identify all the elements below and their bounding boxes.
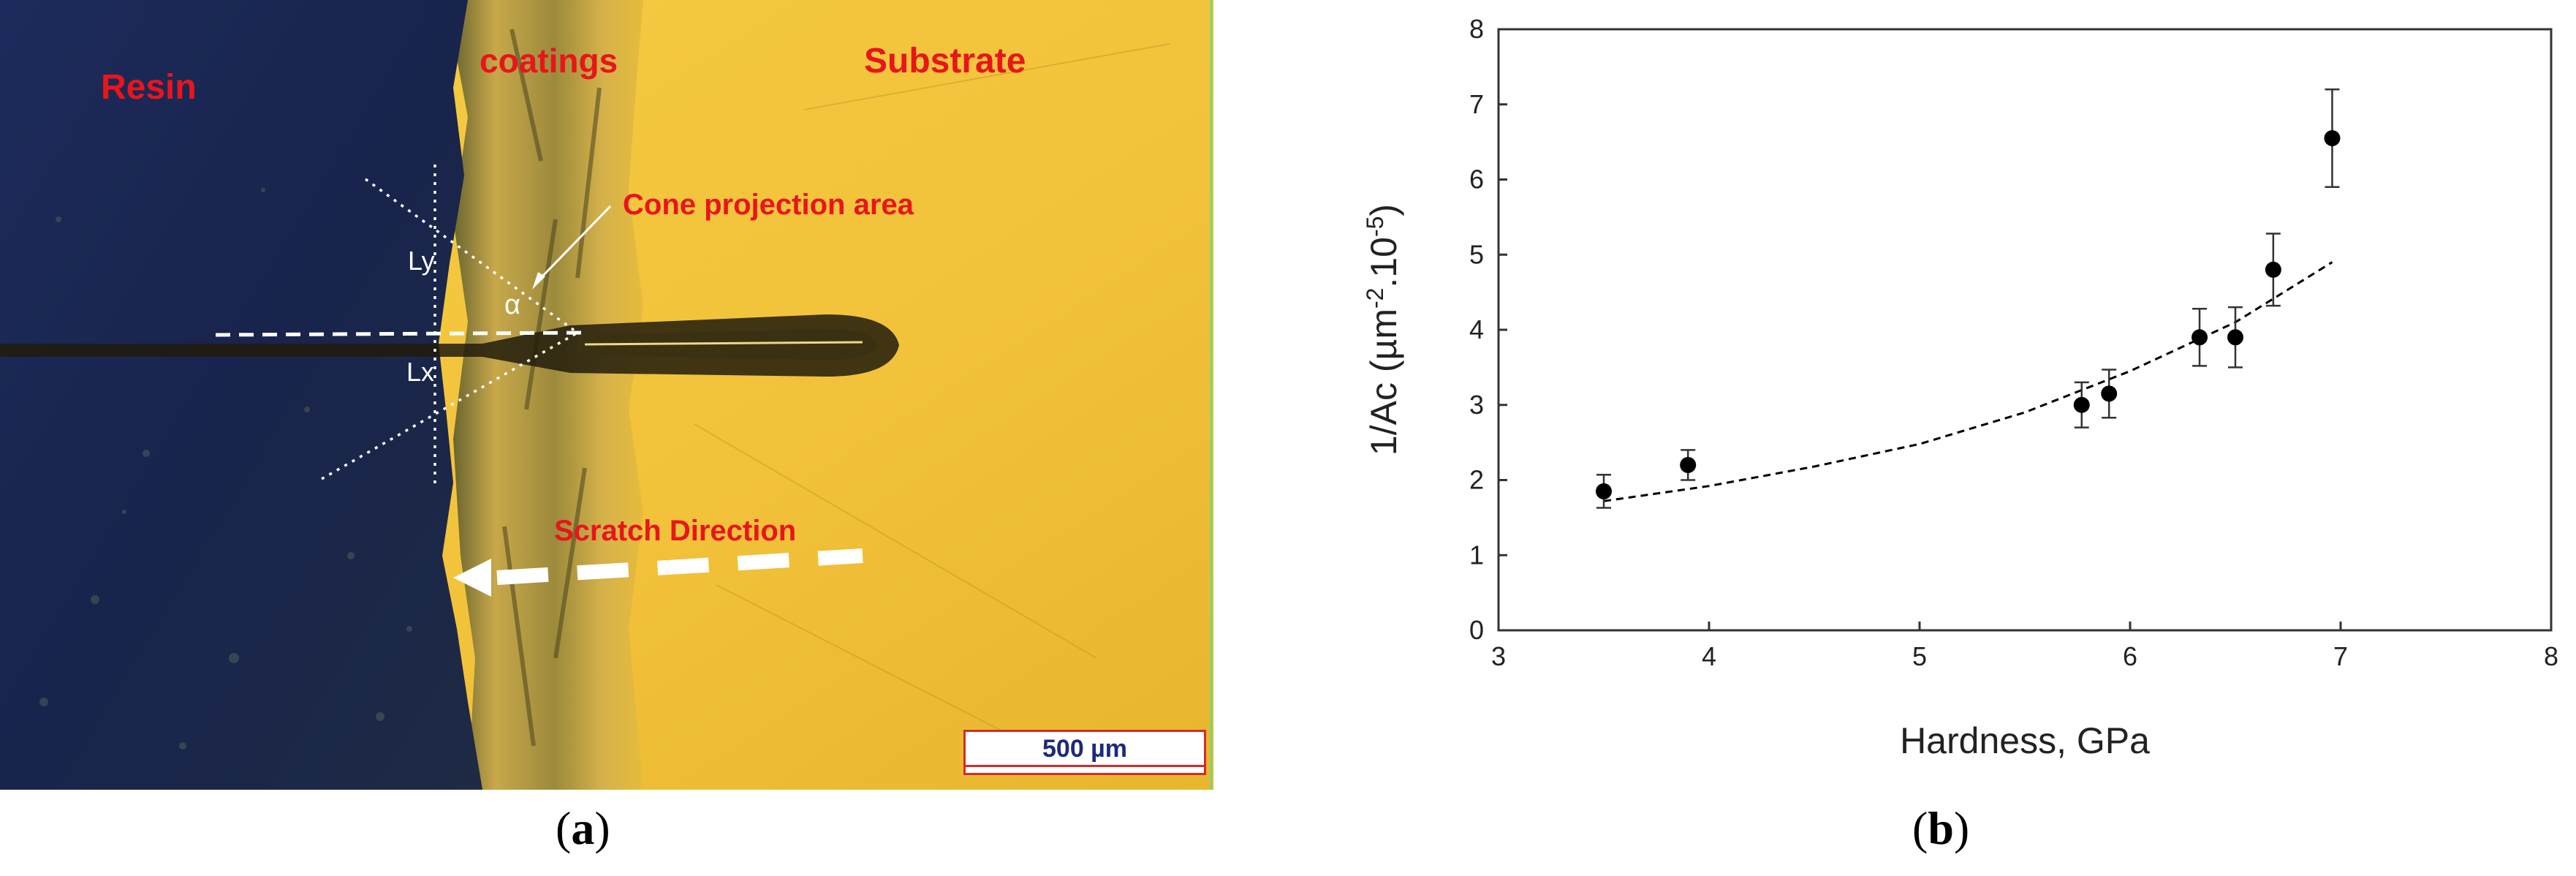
resin-region xyxy=(0,0,482,790)
data-point xyxy=(2265,233,2281,307)
data-point xyxy=(1596,474,1612,509)
y-tick-label: 4 xyxy=(1469,314,1484,344)
x-tick-label: 3 xyxy=(1491,641,1506,671)
data-marker xyxy=(2324,129,2341,146)
coating-layer xyxy=(446,0,643,790)
micrograph-image xyxy=(0,0,1213,790)
y-tick-label: 5 xyxy=(1469,239,1484,269)
chart-axes xyxy=(1497,28,2553,632)
lx-label: Lx xyxy=(406,357,435,387)
scratch-direction-label: Scratch Direction xyxy=(554,515,797,547)
data-marker xyxy=(2192,329,2208,346)
caption-a: (a) xyxy=(556,802,610,854)
micrograph-panel: Resin coatings Substrate Cone projection… xyxy=(0,0,1213,790)
x-tick-label: 7 xyxy=(2333,641,2348,671)
data-marker xyxy=(1680,456,1697,473)
scale-bar: 500 µm xyxy=(963,730,1206,775)
scale-bar-label: 500 µm xyxy=(1042,735,1127,763)
trendline-path xyxy=(1603,261,2333,502)
y-tick-label: 0 xyxy=(1469,615,1484,645)
y-tick-label: 6 xyxy=(1469,165,1484,195)
caption-a-letter: a xyxy=(571,802,595,854)
data-marker xyxy=(2265,261,2281,278)
y-tick-label: 8 xyxy=(1469,14,1484,44)
y-tick-label: 1 xyxy=(1469,540,1484,570)
pointer-arrow-icon xyxy=(532,272,545,290)
x-tick-label: 8 xyxy=(2544,641,2558,671)
x-tick-label: 6 xyxy=(2123,641,2137,671)
data-marker xyxy=(2227,329,2243,346)
scratch-groove xyxy=(0,314,899,377)
y-tick-label: 3 xyxy=(1469,390,1484,420)
hardness-chart: 3 4 5 6 7 8 0 1 2 3 4 5 6 7 8 Hardness, GPa 1/Ac (µm-2… xyxy=(1362,14,2558,761)
scratch-axis-line xyxy=(215,331,582,337)
data-point xyxy=(2073,381,2090,428)
cone-geometry-lines xyxy=(321,165,579,486)
caption-b-letter: b xyxy=(1928,802,1954,854)
ly-label: Ly xyxy=(408,246,435,276)
y-axis-label: 1/Ac (µm-2.10-5) xyxy=(1362,204,1404,456)
data-point xyxy=(2101,369,2118,419)
chart-ticks: 3 4 5 6 7 8 0 1 2 3 4 5 6 7 8 xyxy=(1469,14,2558,671)
x-tick-label: 4 xyxy=(1702,641,1716,671)
y-tick-label: 2 xyxy=(1469,465,1484,495)
scratch-direction-arrow-icon xyxy=(453,548,863,597)
alpha-label: α xyxy=(504,290,520,320)
data-marker xyxy=(1596,483,1612,499)
data-point xyxy=(2227,306,2243,369)
cone-projection-label: Cone projection area xyxy=(623,189,914,221)
coatings-label: coatings xyxy=(480,42,618,80)
caption-b: (b) xyxy=(1912,802,1970,854)
trendline xyxy=(1603,261,2333,502)
data-points xyxy=(1596,88,2341,509)
plot-frame xyxy=(1497,28,2553,632)
y-tick-label: 7 xyxy=(1469,89,1484,119)
x-axis-label: Hardness, GPa xyxy=(1900,720,2150,761)
data-point xyxy=(1680,449,1697,481)
data-marker xyxy=(2101,385,2118,402)
data-marker xyxy=(2073,396,2090,413)
resin-label: Resin xyxy=(101,68,197,107)
data-point xyxy=(2324,88,2341,189)
substrate-label: Substrate xyxy=(864,42,1026,80)
x-tick-label: 5 xyxy=(1912,641,1927,671)
data-point xyxy=(2192,307,2208,367)
